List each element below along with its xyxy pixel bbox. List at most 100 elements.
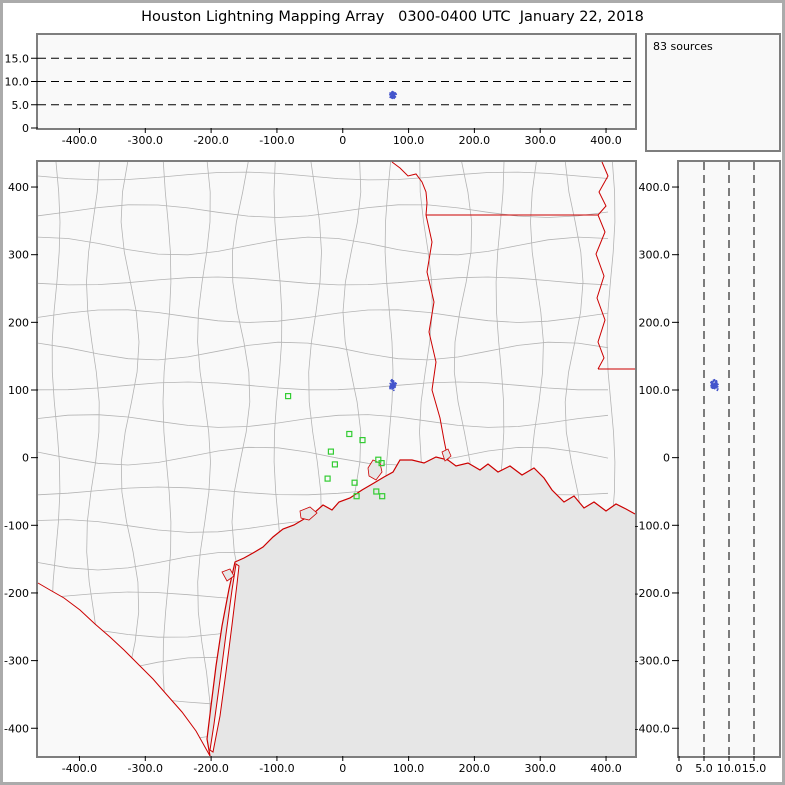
gulf-of-mexico: [207, 457, 635, 756]
tick-label: 400.0: [590, 134, 622, 147]
tick-label: -200.0: [635, 587, 670, 600]
lightning-source-point: [715, 379, 717, 382]
tick-label: -200: [4, 587, 29, 600]
tick-label: 15.0: [5, 52, 30, 65]
plan-view-map-panel[interactable]: -400.0 -300.0 -200.0 -100.0 0 100.0 200.0 300.0…: [4, 160, 637, 775]
barrier-island: [209, 563, 240, 753]
source-histogram-panel[interactable]: 83 sources: [645, 33, 781, 152]
lightning-source-point: [393, 384, 396, 387]
tick-label: 10.0: [717, 762, 742, 775]
tick-label: 0: [22, 452, 29, 465]
lightning-source-point: [393, 95, 396, 98]
lightning-source-point: [710, 380, 713, 383]
plan-view-map[interactable]: -400.0 -300.0 -200.0 -100.0 0 100.0 200.0 300.0…: [4, 161, 636, 775]
tick-label: 200.0: [459, 134, 491, 147]
lma-station-marker: [353, 493, 360, 500]
tick-label: -400.0: [635, 722, 670, 735]
lma-station-marker: [375, 456, 382, 463]
lightning-source-point: [391, 93, 394, 96]
tick-label: 10.0: [5, 76, 30, 89]
lma-station-marker: [324, 475, 331, 482]
lightning-source-point: [389, 386, 391, 389]
tick-label: -100: [4, 519, 29, 532]
lma-station-marker: [373, 488, 380, 495]
tick-label: -100.0: [635, 519, 670, 532]
coastal-bay: [221, 568, 235, 582]
tick-label: 100.0: [393, 762, 425, 775]
lightning-source-point: [717, 383, 719, 386]
tick-label: 100: [8, 384, 29, 397]
source-count-label: 83 sources: [653, 40, 713, 53]
lma-station-marker: [285, 393, 292, 400]
lightning-source-point: [391, 384, 394, 387]
lightning-source-point: [389, 382, 392, 385]
tick-label: 0: [663, 452, 670, 465]
lightning-source-point: [392, 385, 394, 388]
tick-label: 100.0: [639, 384, 671, 397]
lightning-source-point: [712, 384, 714, 387]
lightning-source-point: [713, 379, 715, 382]
lma-station-marker: [379, 493, 386, 500]
tick-label: 300.0: [524, 134, 556, 147]
lightning-source-point: [711, 387, 714, 389]
coastal-bay: [441, 448, 452, 462]
lightning-source-point: [391, 96, 393, 99]
tick-label: -200.0: [193, 762, 228, 775]
tick-label: -300.0: [128, 762, 163, 775]
lightning-source-point: [391, 380, 393, 383]
lightning-source-point: [393, 97, 395, 100]
lightning-source-point: [389, 92, 391, 94]
lma-station-marker: [359, 437, 366, 444]
lightning-source-point: [710, 385, 712, 387]
tick-label: -100.0: [259, 762, 294, 775]
lma-station-marker: [331, 461, 338, 468]
lightning-source-point: [713, 385, 716, 388]
lma-station-marker: [351, 479, 358, 486]
altitude-ew-plot[interactable]: -400.0 -300.0 -200.0 -100.0 0 100.0 200.0 300.0…: [5, 35, 635, 147]
tick-label: 0: [22, 122, 29, 135]
tick-label: 400: [8, 181, 29, 194]
lightning-source-point: [714, 382, 717, 385]
tick-label: 5.0: [695, 762, 713, 775]
lightning-source-point: [395, 93, 398, 96]
state-borders: [37, 161, 635, 757]
tick-label: 0: [339, 762, 346, 775]
tick-label: 0: [339, 134, 346, 147]
tick-label: 5.0: [12, 99, 30, 112]
altitude-ew-panel[interactable]: -400.0 -300.0 -200.0 -100.0 0 100.0 200.0 300.0…: [5, 33, 637, 147]
lma-station-marker: [327, 448, 334, 455]
tick-label: 300.0: [524, 762, 556, 775]
tick-label: -100.0: [259, 134, 294, 147]
lightning-source-point: [716, 385, 719, 388]
lightning-source-point: [714, 384, 717, 387]
lightning-source-point: [395, 382, 398, 385]
tick-label: 15.0: [742, 762, 767, 775]
tick-label: -200.0: [193, 134, 228, 147]
plot-title: Houston Lightning Mapping Array 0300-040…: [141, 9, 644, 25]
tick-label: 300.0: [639, 249, 671, 262]
coastal-bay: [299, 506, 318, 521]
lightning-source-point: [394, 386, 396, 389]
tick-label: 200.0: [459, 762, 491, 775]
tick-label: 400.0: [639, 181, 671, 194]
lma-station-marker: [378, 460, 385, 467]
coastline: [206, 456, 636, 757]
lma-station-marker: [346, 430, 353, 438]
tick-label: -400.0: [62, 134, 97, 147]
tick-label: -300.0: [128, 134, 163, 147]
tick-label: 200: [8, 316, 29, 329]
tick-label: 300: [8, 249, 29, 262]
lightning-source-point: [717, 388, 719, 390]
tick-label: 0: [676, 762, 683, 775]
altitude-ns-panel[interactable]: 0 5.0 10.0 15.0 400.0 300.0 200.0 100.0 0 -100.0 -…: [635, 160, 781, 775]
lightning-source-point: [713, 387, 715, 390]
tick-label: 100.0: [393, 134, 425, 147]
lightning-source-point: [392, 91, 394, 93]
tick-label: -400.0: [62, 762, 97, 775]
tick-label: -400: [4, 722, 29, 735]
tick-label: 200.0: [639, 316, 671, 329]
lightning-source-point: [391, 387, 394, 390]
altitude-ns-plot[interactable]: 0 5.0 10.0 15.0 400.0 300.0 200.0 100.0 0 -100.0 -…: [635, 162, 779, 775]
coastal-bay: [367, 459, 383, 481]
